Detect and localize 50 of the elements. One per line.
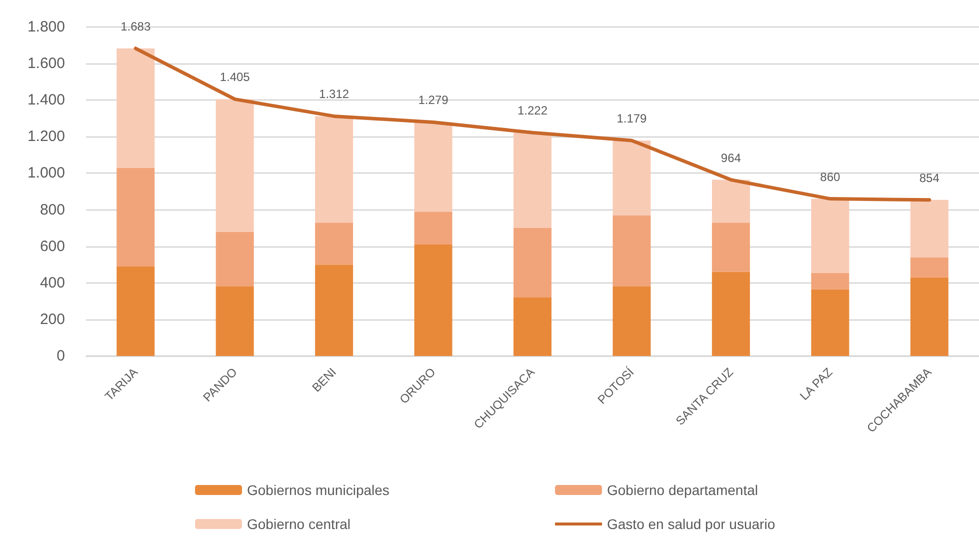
legend-label: Gobierno central — [247, 516, 351, 532]
y-tick-label: 600 — [40, 238, 65, 255]
bar — [414, 122, 452, 212]
y-tick-label: 1.600 — [27, 55, 65, 72]
bar — [612, 215, 651, 287]
bar — [712, 180, 750, 223]
y-tick-label: 1.000 — [27, 164, 65, 182]
data-label: 1.312 — [319, 87, 350, 102]
data-label: 1.279 — [418, 93, 449, 108]
bar — [414, 212, 452, 245]
bar — [514, 132, 552, 228]
bar — [910, 200, 948, 258]
legend-label: Gasto en salud por usuario — [607, 516, 776, 532]
legend-label: Gobierno departamental — [607, 482, 758, 498]
data-label: 1.683 — [120, 19, 151, 34]
bar — [612, 140, 651, 216]
bar — [712, 272, 750, 356]
bar — [414, 244, 452, 356]
bar — [315, 264, 354, 356]
bar — [216, 99, 254, 232]
bar — [811, 272, 850, 290]
bar — [116, 168, 155, 266]
bar — [514, 298, 552, 356]
y-tick-label: 200 — [40, 310, 65, 328]
bar — [612, 286, 651, 356]
data-label: 964 — [720, 150, 742, 165]
data-label: 854 — [919, 170, 940, 185]
y-tick-label: 1.400 — [27, 92, 65, 109]
y-tick-label: 1.800 — [27, 18, 65, 36]
bar — [116, 266, 155, 356]
bar — [811, 289, 850, 356]
y-tick-label: 400 — [40, 274, 65, 292]
bar — [216, 286, 254, 356]
y-tick-label: 1.200 — [27, 128, 65, 146]
legend-label: Gobiernos municipales — [247, 482, 390, 498]
y-tick-label: 800 — [40, 201, 65, 218]
data-label: 860 — [820, 170, 840, 184]
bar — [712, 222, 750, 272]
bar — [216, 232, 254, 287]
bar — [315, 222, 354, 265]
bar — [811, 198, 850, 273]
bar — [514, 228, 552, 298]
y-tick-label: 0 — [56, 348, 65, 364]
bar — [910, 277, 948, 356]
bar — [116, 48, 155, 168]
data-label: 1.179 — [616, 112, 648, 126]
bar — [315, 116, 354, 223]
data-label: 1.405 — [220, 70, 250, 84]
data-label: 1.222 — [517, 104, 548, 118]
bar — [910, 257, 948, 278]
